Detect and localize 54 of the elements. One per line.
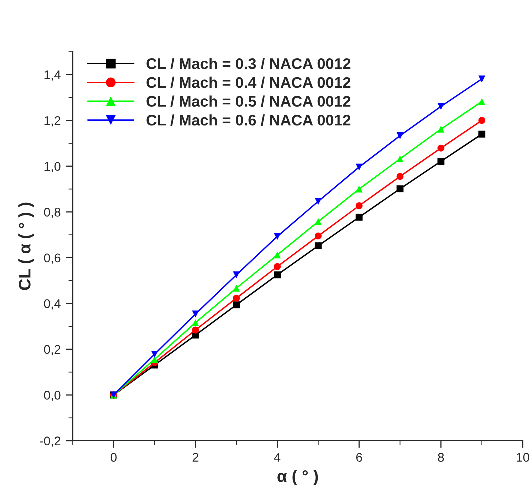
point	[274, 263, 282, 270]
y-tick-label: 1,4	[44, 70, 61, 82]
point	[478, 98, 486, 106]
y-tick-label: 0,6	[44, 254, 61, 264]
x-tick-label: 6	[356, 453, 362, 462]
y-tick-label: 0,8	[44, 208, 61, 218]
x-tick-label: 2	[192, 453, 199, 462]
point	[356, 214, 363, 221]
point	[478, 130, 486, 138]
y-tick-label: 1,2	[44, 116, 61, 127]
y-tick-label: 0,0	[44, 391, 61, 402]
point	[396, 173, 404, 180]
point	[478, 117, 486, 124]
point	[274, 272, 282, 279]
point	[192, 326, 200, 334]
point	[314, 232, 322, 240]
point	[192, 310, 200, 318]
point	[233, 284, 240, 292]
point	[314, 218, 322, 226]
point	[233, 294, 240, 302]
x-tick-label: 8	[438, 453, 444, 462]
point	[396, 156, 404, 163]
point	[233, 302, 240, 309]
point	[356, 202, 363, 210]
legend-label: CL / Mach = 0.4 / NACA 0012	[146, 76, 351, 88]
point	[274, 252, 282, 259]
x-tick-label: 0	[110, 453, 117, 462]
y-axis-title: CL ( α ( ° ) )	[18, 202, 34, 290]
point	[356, 164, 363, 171]
y-tick-label: 1,0	[44, 162, 61, 173]
point	[151, 356, 158, 364]
point	[478, 76, 486, 83]
x-tick-label: 10	[517, 453, 529, 462]
x-axis-title: α ( ° )	[278, 470, 318, 486]
point	[274, 233, 282, 240]
point	[396, 132, 404, 140]
point	[438, 126, 445, 133]
legend-label: CL / Mach = 0.5 / NACA 0012	[146, 96, 351, 108]
point	[356, 186, 363, 193]
y-tick-label: 0,2	[44, 345, 61, 356]
point	[151, 351, 158, 358]
point	[192, 319, 200, 326]
point	[314, 242, 322, 250]
point	[314, 198, 322, 206]
legend-label: CL / Mach = 0.6 / NACA 0012	[146, 114, 351, 126]
point	[438, 158, 445, 166]
point	[396, 186, 404, 193]
point	[438, 144, 445, 152]
y-tick-label: -0,2	[40, 436, 61, 448]
point	[233, 272, 240, 279]
y-tick-label: 0,4	[44, 300, 61, 310]
legend-label: CL / Mach = 0.3 / NACA 0012	[146, 58, 351, 70]
x-tick-label: 4	[274, 453, 281, 462]
point	[438, 103, 445, 110]
